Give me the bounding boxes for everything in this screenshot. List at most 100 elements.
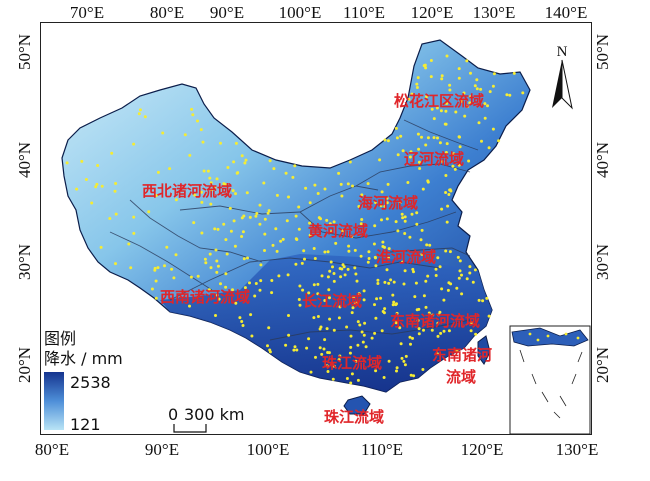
station-point	[362, 333, 366, 337]
station-point	[214, 314, 217, 317]
station-point	[373, 331, 377, 335]
station-point	[436, 321, 440, 325]
station-point	[138, 108, 142, 112]
station-point	[270, 279, 274, 282]
station-point	[231, 189, 235, 193]
station-point	[428, 243, 432, 247]
station-point	[350, 235, 354, 239]
station-point	[468, 95, 472, 99]
station-point	[249, 313, 253, 317]
legend-max: 2538	[70, 373, 111, 392]
station-point	[241, 230, 245, 234]
station-point	[430, 328, 434, 332]
station-point	[492, 72, 496, 76]
station-point	[467, 159, 471, 163]
station-point	[313, 183, 317, 187]
station-point	[326, 250, 330, 254]
station-point	[353, 248, 357, 252]
station-point	[354, 272, 358, 276]
station-point	[497, 139, 501, 143]
station-point	[270, 291, 274, 295]
lon-label-130: 130°E	[473, 3, 516, 22]
station-point	[343, 273, 347, 277]
station-point	[360, 330, 364, 334]
lon-bottom-130: 130°E	[556, 440, 599, 459]
station-point	[387, 281, 391, 285]
station-point	[314, 355, 317, 359]
station-point	[357, 292, 361, 296]
station-point	[409, 342, 412, 346]
station-point	[407, 97, 411, 101]
station-point	[199, 190, 203, 194]
station-point	[448, 88, 452, 92]
station-point	[309, 370, 313, 374]
station-point	[240, 154, 244, 158]
station-point	[366, 182, 370, 186]
station-point	[253, 294, 257, 298]
station-point	[240, 216, 244, 220]
label-liaohe: 辽河流域	[404, 150, 464, 168]
station-point	[326, 275, 330, 279]
station-point	[364, 345, 368, 349]
station-point	[445, 142, 449, 146]
station-point	[339, 275, 343, 279]
station-point	[332, 272, 336, 275]
taiwan-island	[477, 335, 491, 365]
station-point	[438, 265, 442, 269]
station-point	[412, 270, 415, 274]
station-point	[399, 134, 403, 138]
station-point	[439, 331, 443, 335]
station-point	[246, 256, 249, 260]
station-point	[202, 169, 206, 173]
station-point	[127, 242, 131, 246]
station-point	[263, 249, 266, 252]
station-point	[440, 74, 444, 78]
station-point	[411, 267, 415, 271]
station-point	[147, 210, 151, 214]
station-point	[228, 206, 232, 210]
station-point	[389, 278, 393, 282]
station-point	[470, 321, 473, 325]
lon-label-80: 80°E	[150, 3, 184, 22]
station-point	[381, 245, 385, 248]
station-point	[328, 296, 331, 300]
station-point	[420, 135, 423, 139]
station-point	[188, 153, 192, 157]
station-point	[415, 211, 419, 215]
station-point	[316, 192, 320, 195]
station-point	[398, 326, 402, 330]
station-point	[448, 250, 452, 254]
label-yangtze: 长江流域	[302, 292, 362, 310]
station-point	[409, 373, 413, 377]
station-point	[442, 298, 446, 302]
station-point	[100, 184, 104, 188]
station-point	[417, 327, 421, 331]
station-point	[132, 142, 136, 146]
station-point	[469, 71, 472, 75]
station-point	[323, 299, 327, 302]
station-point	[320, 352, 324, 356]
station-point	[318, 327, 322, 331]
label-pearl-2: 珠江流域	[324, 408, 384, 426]
station-point	[445, 220, 449, 224]
station-point	[274, 227, 278, 231]
station-point	[329, 230, 333, 234]
station-point	[403, 219, 407, 223]
station-point	[255, 212, 259, 215]
station-point	[436, 334, 440, 338]
station-point	[332, 328, 336, 332]
left-latitude-ticks: 50°N 40°N 30°N 20°N	[15, 34, 34, 383]
label-southwest: 西南诸河流域	[160, 288, 250, 306]
station-point	[471, 280, 475, 284]
station-point	[396, 229, 400, 233]
station-point	[217, 297, 221, 301]
station-point	[305, 346, 309, 350]
station-point	[394, 321, 398, 325]
station-point	[272, 167, 276, 171]
station-point	[346, 182, 350, 186]
basin-boundaries	[109, 119, 479, 341]
station-point	[188, 304, 191, 308]
station-point	[254, 214, 258, 218]
station-point	[308, 201, 312, 205]
station-point	[307, 291, 311, 295]
